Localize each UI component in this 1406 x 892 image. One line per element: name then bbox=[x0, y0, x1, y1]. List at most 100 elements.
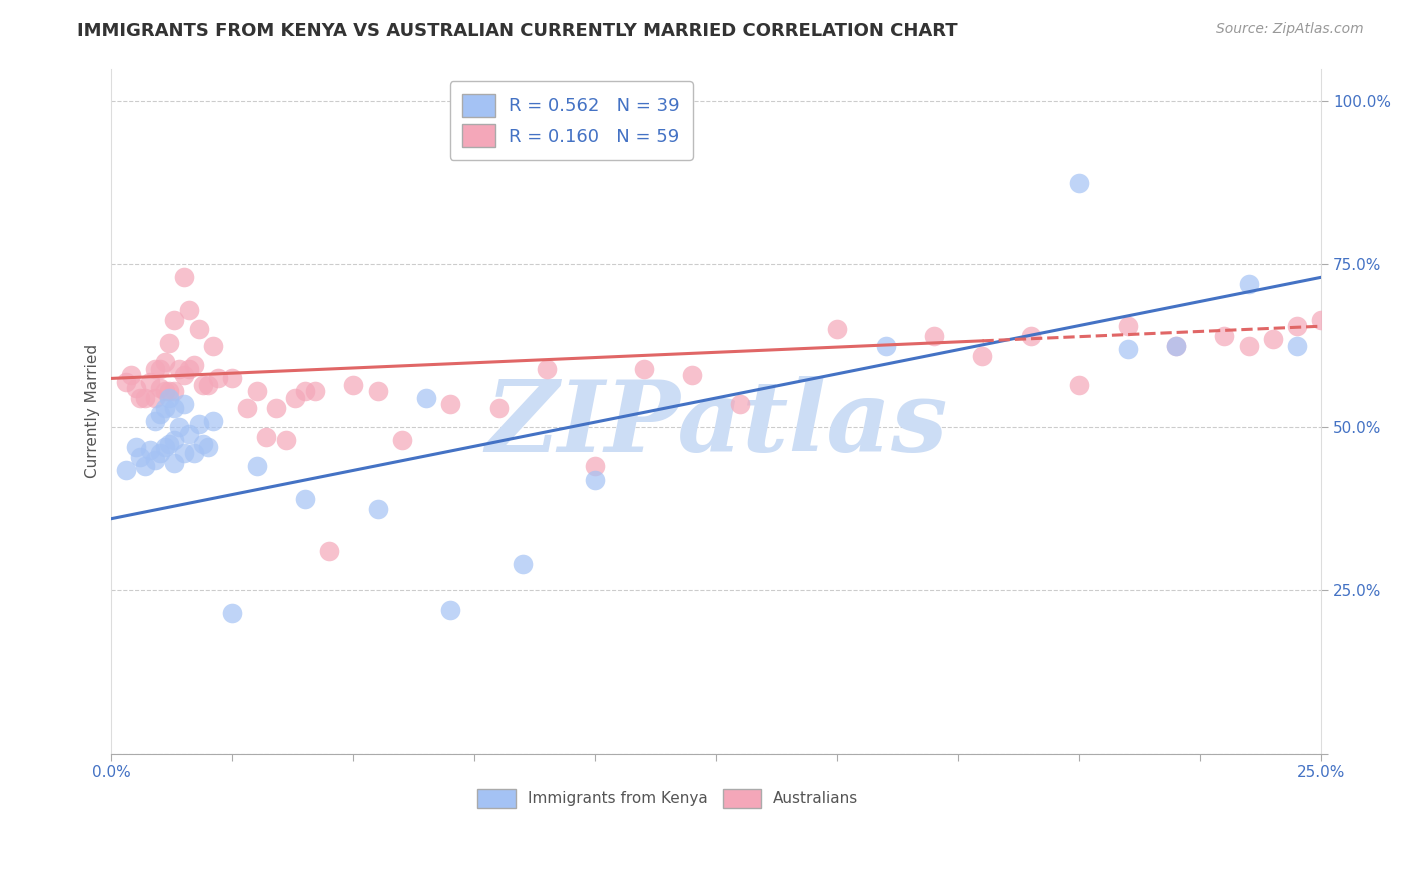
Point bbox=[115, 463, 138, 477]
Point bbox=[153, 384, 176, 399]
Point bbox=[173, 446, 195, 460]
Point bbox=[163, 434, 186, 448]
Point bbox=[221, 371, 243, 385]
Point bbox=[202, 414, 225, 428]
Point bbox=[167, 420, 190, 434]
Point bbox=[367, 384, 389, 399]
Point bbox=[197, 378, 219, 392]
Point bbox=[134, 391, 156, 405]
Point bbox=[274, 434, 297, 448]
Point bbox=[153, 355, 176, 369]
Point bbox=[193, 378, 215, 392]
Point bbox=[1237, 339, 1260, 353]
Point bbox=[1164, 339, 1187, 353]
Point bbox=[439, 603, 461, 617]
Point bbox=[139, 443, 162, 458]
Point bbox=[134, 459, 156, 474]
Point bbox=[143, 414, 166, 428]
Point bbox=[318, 544, 340, 558]
Point bbox=[1069, 378, 1091, 392]
Point bbox=[1116, 342, 1139, 356]
Point bbox=[149, 446, 172, 460]
Point bbox=[294, 384, 316, 399]
Point bbox=[488, 401, 510, 415]
Point bbox=[730, 397, 752, 411]
Point bbox=[153, 401, 176, 415]
Point bbox=[163, 312, 186, 326]
Point bbox=[120, 368, 142, 383]
Text: IMMIGRANTS FROM KENYA VS AUSTRALIAN CURRENTLY MARRIED CORRELATION CHART: IMMIGRANTS FROM KENYA VS AUSTRALIAN CURR… bbox=[77, 22, 957, 40]
Point bbox=[167, 361, 190, 376]
Point bbox=[367, 501, 389, 516]
Point bbox=[193, 436, 215, 450]
Point bbox=[153, 440, 176, 454]
Point bbox=[159, 335, 181, 350]
Point bbox=[1310, 312, 1333, 326]
Point bbox=[173, 368, 195, 383]
Point bbox=[284, 391, 307, 405]
Point bbox=[177, 302, 200, 317]
Point bbox=[922, 329, 945, 343]
Point bbox=[221, 607, 243, 621]
Point bbox=[245, 459, 267, 474]
Point bbox=[163, 384, 186, 399]
Point bbox=[1237, 277, 1260, 291]
Text: Source: ZipAtlas.com: Source: ZipAtlas.com bbox=[1216, 22, 1364, 37]
Point bbox=[124, 440, 146, 454]
Point bbox=[163, 401, 186, 415]
Point bbox=[139, 375, 162, 389]
Point bbox=[149, 407, 172, 421]
Point bbox=[391, 434, 413, 448]
Point bbox=[1285, 339, 1308, 353]
Point bbox=[1164, 339, 1187, 353]
Point bbox=[512, 558, 534, 572]
Point bbox=[633, 361, 655, 376]
Point bbox=[115, 375, 138, 389]
Point bbox=[143, 453, 166, 467]
Point bbox=[143, 361, 166, 376]
Point bbox=[177, 361, 200, 376]
Point bbox=[294, 492, 316, 507]
Point bbox=[187, 322, 209, 336]
Point bbox=[163, 456, 186, 470]
Point bbox=[183, 446, 205, 460]
Point bbox=[207, 371, 229, 385]
Y-axis label: Currently Married: Currently Married bbox=[86, 344, 100, 478]
Point bbox=[1261, 332, 1284, 346]
Point bbox=[264, 401, 287, 415]
Point bbox=[149, 381, 172, 395]
Point bbox=[129, 450, 152, 464]
Point bbox=[681, 368, 703, 383]
Point bbox=[143, 391, 166, 405]
Point bbox=[124, 381, 146, 395]
Point bbox=[149, 361, 172, 376]
Point bbox=[173, 397, 195, 411]
Point bbox=[187, 417, 209, 431]
Point bbox=[1116, 319, 1139, 334]
Point bbox=[254, 430, 277, 444]
Legend: Immigrants from Kenya, Australians: Immigrants from Kenya, Australians bbox=[471, 782, 865, 814]
Point bbox=[439, 397, 461, 411]
Point bbox=[583, 459, 606, 474]
Point bbox=[827, 322, 849, 336]
Point bbox=[236, 401, 259, 415]
Point bbox=[875, 339, 897, 353]
Point bbox=[536, 361, 558, 376]
Point bbox=[159, 436, 181, 450]
Point bbox=[304, 384, 326, 399]
Point bbox=[583, 473, 606, 487]
Point bbox=[972, 349, 994, 363]
Point bbox=[415, 391, 437, 405]
Point bbox=[159, 384, 181, 399]
Point bbox=[173, 270, 195, 285]
Point bbox=[1019, 329, 1042, 343]
Point bbox=[177, 426, 200, 441]
Point bbox=[1285, 319, 1308, 334]
Point bbox=[1213, 329, 1236, 343]
Point bbox=[129, 391, 152, 405]
Text: ZIPatlas: ZIPatlas bbox=[485, 376, 948, 473]
Point bbox=[183, 359, 205, 373]
Point bbox=[202, 339, 225, 353]
Point bbox=[197, 440, 219, 454]
Point bbox=[1069, 176, 1091, 190]
